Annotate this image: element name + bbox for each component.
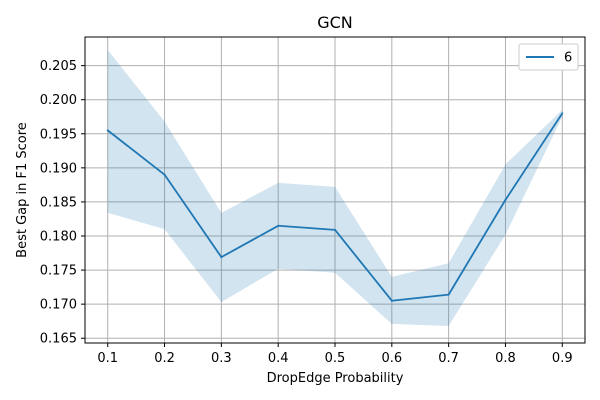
x-tick-label: 0.9 (552, 351, 573, 366)
x-tick-label: 0.4 (268, 351, 289, 366)
legend-label-6: 6 (564, 51, 572, 66)
data-point (106, 129, 109, 132)
grid (85, 37, 585, 343)
y-tick-label: 0.190 (40, 161, 77, 176)
legend: 6 (518, 43, 579, 71)
x-tick-label: 0.6 (381, 351, 402, 366)
data-point (504, 198, 507, 201)
x-tick-label: 0.2 (154, 351, 175, 366)
x-tick-label: 0.7 (438, 351, 459, 366)
x-axis-label: DropEdge Probability (267, 371, 404, 386)
y-tick-label: 0.175 (40, 264, 77, 279)
y-tick-label: 0.200 (40, 93, 77, 108)
y-tick-label: 0.205 (40, 59, 77, 74)
data-point (447, 293, 450, 296)
data-point (390, 299, 393, 302)
series-line-layer (106, 112, 564, 302)
x-tick-label: 0.3 (211, 351, 232, 366)
y-axis-label: Best Gap in F1 Score (15, 122, 30, 258)
x-tick-label: 0.8 (495, 351, 516, 366)
x-tick-label: 0.1 (97, 351, 118, 366)
data-point (277, 224, 280, 227)
chart-title: GCN (317, 13, 353, 32)
y-tick-label: 0.180 (40, 230, 77, 245)
data-point (163, 173, 166, 176)
x-tick-label: 0.5 (325, 351, 346, 366)
y-tick-label: 0.165 (40, 332, 77, 347)
data-point (334, 228, 336, 231)
data-point (561, 112, 564, 115)
data-point (220, 256, 223, 259)
y-tick-label: 0.195 (40, 127, 77, 142)
axis-ticks: 0.1 0.2 0.3 0.4 0.5 0.6 0.7 0.8 0.9 0.165 0.170 0.1… (40, 59, 573, 366)
y-tick-label: 0.170 (40, 298, 77, 313)
y-tick-label: 0.185 (40, 195, 77, 210)
